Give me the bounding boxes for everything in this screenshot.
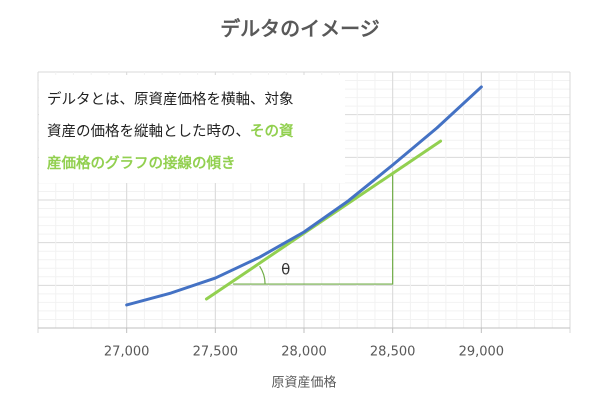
chart-title: デルタのイメージ xyxy=(220,17,380,41)
annotation-text: その資 xyxy=(250,122,294,140)
x-tick-label: 28,000 xyxy=(281,345,327,360)
x-tick-label: 28,500 xyxy=(370,345,416,360)
tangent-triangle xyxy=(233,171,394,285)
x-axis-label: 原資産価格 xyxy=(271,375,336,391)
annotation-box xyxy=(39,75,345,183)
x-tick-label: 27,000 xyxy=(104,345,150,360)
angle-arc xyxy=(259,265,266,285)
series-line xyxy=(125,85,483,307)
x-tick-label: 27,500 xyxy=(193,345,239,360)
annotation-line: デルタとは、原資産価格を横軸、対象 xyxy=(47,90,294,108)
annotation-text: 産価格のグラフの接線の傾き xyxy=(47,154,236,172)
annotation-line: 資産の価格を縦軸とした時の、その資 xyxy=(47,122,294,140)
annotation-text: 資産の価格を縦軸とした時の、 xyxy=(47,123,250,140)
annotation-line: 産価格のグラフの接線の傾き xyxy=(47,154,236,172)
angle-label: θ xyxy=(281,261,290,279)
annotation-text: デルタとは、原資産価格を横軸、対象 xyxy=(47,90,294,108)
x-tick-label: 29,000 xyxy=(459,345,505,360)
